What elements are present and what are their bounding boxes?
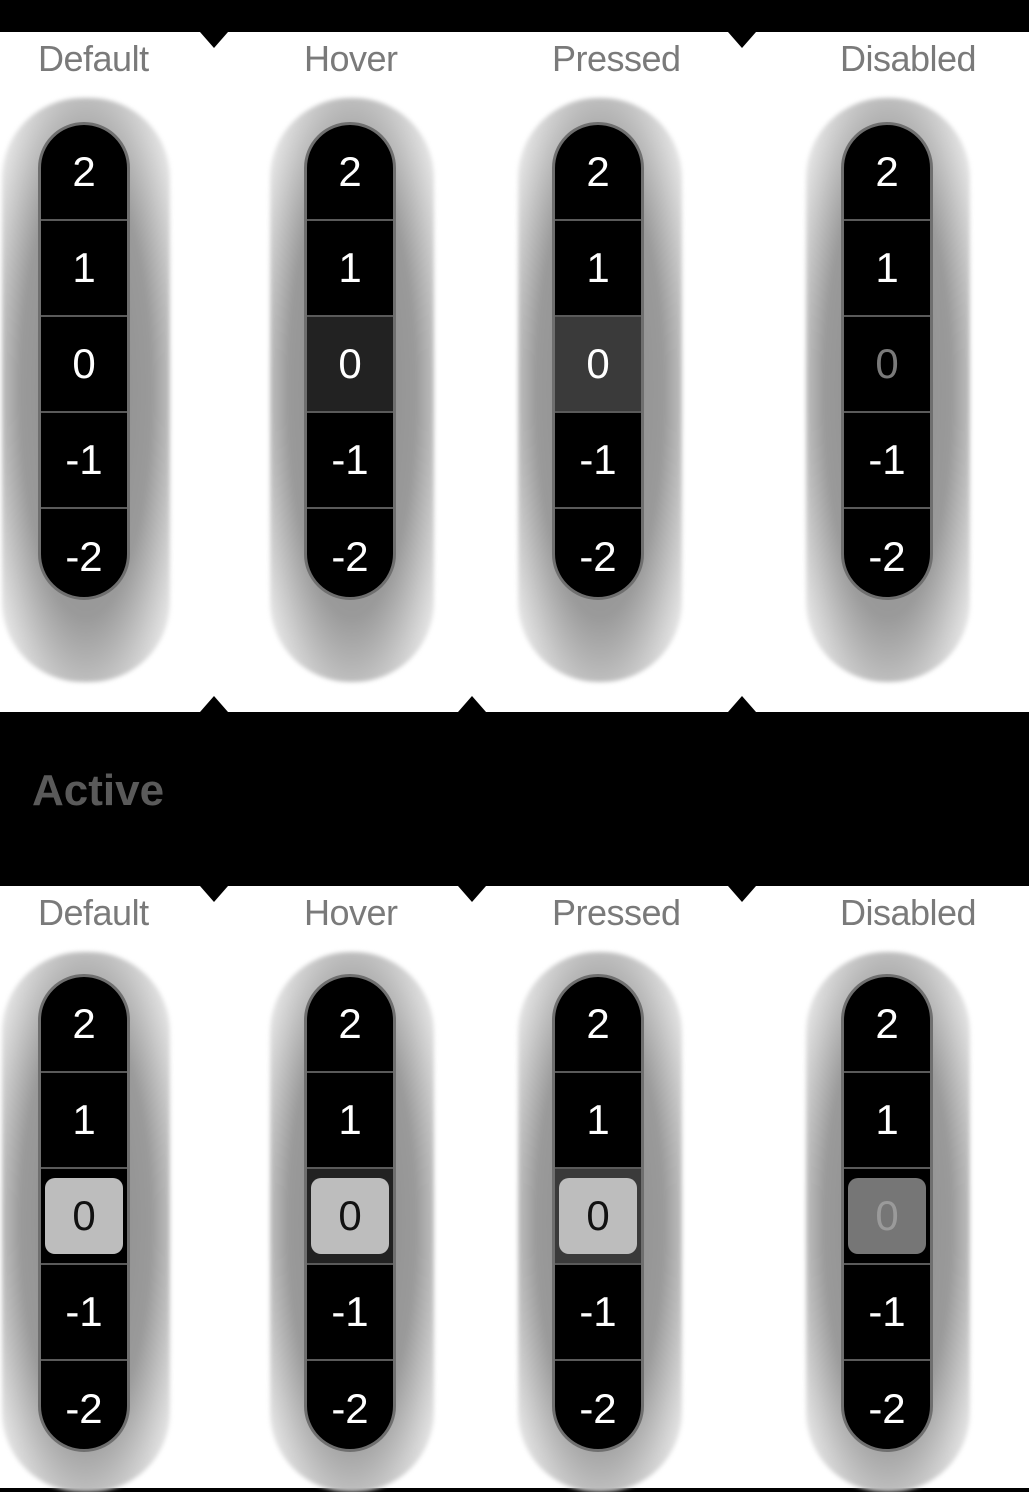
stepper-option[interactable]: -1 bbox=[41, 1265, 127, 1361]
selected-chip: 0 bbox=[311, 1178, 389, 1254]
stepper-option[interactable]: -2 bbox=[331, 1385, 369, 1432]
section-title-active: Active bbox=[32, 766, 165, 815]
stepper-option-pressed[interactable]: 0 bbox=[555, 317, 641, 413]
stepper-option[interactable]: -2 bbox=[331, 533, 369, 580]
stepper-active-pressed[interactable]: 2 1 0 -1 -2 bbox=[552, 974, 644, 1452]
stepper-option-disabled: 0 bbox=[844, 317, 930, 413]
stepper-option: -1 bbox=[844, 1265, 930, 1361]
stepper-option: 2 bbox=[844, 977, 930, 1073]
stepper-option[interactable]: 1 bbox=[555, 221, 641, 317]
stepper-active-default[interactable]: 2 1 0 -1 -2 bbox=[38, 974, 130, 1452]
stepper-option-selected[interactable]: 0 bbox=[307, 1169, 393, 1265]
stepper-option: 1 bbox=[844, 221, 930, 317]
stepper-option[interactable]: 2 bbox=[41, 125, 127, 221]
state-label-disabled: Disabled bbox=[840, 38, 977, 79]
panel-notch bbox=[728, 32, 756, 48]
stepper-disabled: 2 1 0 -1 -2 bbox=[841, 122, 933, 600]
stepper-option[interactable]: 1 bbox=[41, 1073, 127, 1169]
state-label-hover: Hover bbox=[304, 38, 398, 79]
stepper-hover[interactable]: 2 1 0 -1 -2 bbox=[304, 122, 396, 600]
stepper-option[interactable]: -2 bbox=[65, 533, 103, 580]
stepper-option[interactable]: -1 bbox=[41, 413, 127, 509]
stepper-option-hovered[interactable]: 0 bbox=[307, 317, 393, 413]
stepper-default[interactable]: 2 1 0 -1 -2 bbox=[38, 122, 130, 600]
state-label-pressed: Pressed bbox=[552, 892, 681, 933]
stepper-option: -2 bbox=[868, 533, 906, 580]
stepper-option-selected: 0 bbox=[844, 1169, 930, 1265]
stepper-option: -2 bbox=[868, 1385, 906, 1432]
stepper-option[interactable]: 1 bbox=[41, 221, 127, 317]
panel-notch bbox=[458, 696, 486, 712]
stepper-option-selected[interactable]: 0 bbox=[555, 1169, 641, 1265]
stepper-option[interactable]: -2 bbox=[65, 1385, 103, 1432]
selected-chip: 0 bbox=[559, 1178, 637, 1254]
stepper-option[interactable]: -2 bbox=[579, 1385, 617, 1432]
stepper-option[interactable]: 0 bbox=[41, 317, 127, 413]
stepper-option: 2 bbox=[844, 125, 930, 221]
stepper-option[interactable]: 2 bbox=[555, 125, 641, 221]
state-label-pressed: Pressed bbox=[552, 38, 681, 79]
stepper-option[interactable]: -1 bbox=[555, 1265, 641, 1361]
stepper-option[interactable]: 1 bbox=[307, 1073, 393, 1169]
stepper-option[interactable]: -2 bbox=[579, 533, 617, 580]
stepper-option[interactable]: 2 bbox=[41, 977, 127, 1073]
stepper-option[interactable]: 2 bbox=[555, 977, 641, 1073]
panel-notch bbox=[200, 32, 228, 48]
stepper-option[interactable]: -1 bbox=[307, 1265, 393, 1361]
stepper-option: -1 bbox=[844, 413, 930, 509]
stepper-active-disabled: 2 1 0 -1 -2 bbox=[841, 974, 933, 1452]
panel-notch bbox=[728, 886, 756, 902]
panel-notch bbox=[200, 886, 228, 902]
stepper-option[interactable]: 1 bbox=[307, 221, 393, 317]
panel-notch bbox=[458, 886, 486, 902]
panel-notch bbox=[200, 696, 228, 712]
stepper-option[interactable]: -1 bbox=[307, 413, 393, 509]
stepper-option: 1 bbox=[844, 1073, 930, 1169]
stepper-active-hover[interactable]: 2 1 0 -1 -2 bbox=[304, 974, 396, 1452]
stepper-option[interactable]: 2 bbox=[307, 977, 393, 1073]
stepper-option[interactable]: 2 bbox=[307, 125, 393, 221]
panel-notch bbox=[728, 696, 756, 712]
selected-chip: 0 bbox=[848, 1178, 926, 1254]
states-panel-inactive: Default Hover Pressed Disabled 2 1 0 -1 … bbox=[0, 32, 1029, 712]
stepper-option-selected[interactable]: 0 bbox=[41, 1169, 127, 1265]
selected-chip: 0 bbox=[45, 1178, 123, 1254]
states-panel-active: Default Hover Pressed Disabled 2 1 0 -1 … bbox=[0, 886, 1029, 1492]
state-label-default: Default bbox=[38, 892, 149, 933]
stepper-option[interactable]: 1 bbox=[555, 1073, 641, 1169]
state-label-hover: Hover bbox=[304, 892, 398, 933]
stepper-pressed[interactable]: 2 1 0 -1 -2 bbox=[552, 122, 644, 600]
state-label-default: Default bbox=[38, 38, 149, 79]
state-label-disabled: Disabled bbox=[840, 892, 977, 933]
stepper-option[interactable]: -1 bbox=[555, 413, 641, 509]
